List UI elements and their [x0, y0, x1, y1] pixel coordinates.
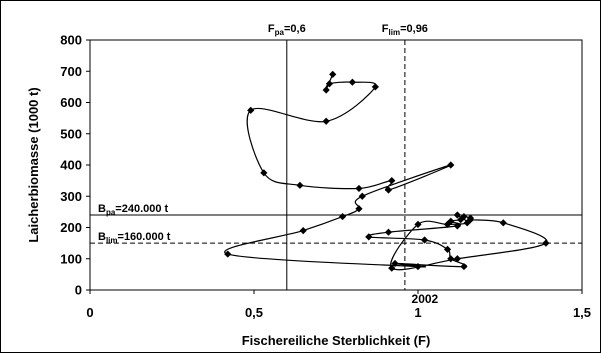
annotation-year: 2002	[412, 292, 439, 306]
data-point	[338, 212, 347, 221]
data-point	[420, 236, 429, 244]
y-tick-label: 800	[60, 33, 82, 48]
y-tick-label: 200	[60, 220, 82, 235]
data-point	[299, 227, 307, 235]
data-point	[322, 86, 330, 94]
x-tick-label: 1	[414, 305, 421, 320]
data-point	[391, 259, 399, 268]
data-point	[466, 216, 475, 224]
data-point	[443, 220, 452, 228]
data-point	[371, 83, 379, 91]
y-tick-label: 300	[60, 189, 82, 204]
data-point	[453, 222, 461, 230]
data-point	[247, 106, 255, 114]
data-point	[296, 181, 304, 189]
data-point	[460, 262, 468, 271]
x-axis-ticks: 0 0,5 1 1,5	[86, 290, 591, 320]
plot-area	[89, 39, 583, 291]
data-point	[388, 177, 396, 185]
data-point	[443, 245, 452, 253]
data-point	[453, 255, 461, 263]
data-point	[388, 264, 396, 272]
data-point	[453, 211, 461, 219]
data-point	[460, 212, 468, 221]
data-point	[325, 80, 334, 88]
x-tick-label: 0,5	[245, 305, 263, 320]
ref-line-y-label: Blim=160.000 t	[98, 231, 171, 245]
data-point	[447, 255, 455, 263]
ref-line-y-label: Bpa=240.000 t	[98, 203, 169, 217]
data-point	[322, 117, 330, 125]
data-point	[463, 219, 471, 227]
x-axis-label: Fischereiliche Sterblichkeit (F)	[242, 333, 431, 348]
y-tick-label: 500	[60, 126, 82, 141]
annotations: 2002	[412, 292, 439, 306]
data-point	[542, 239, 550, 247]
y-tick-label: 100	[60, 251, 82, 266]
y-tick-label: 400	[60, 158, 82, 173]
y-tick-label: 700	[60, 64, 82, 79]
data-point	[414, 220, 422, 228]
y-tick-label: 600	[60, 95, 82, 110]
data-point	[358, 192, 366, 200]
data-point	[499, 219, 507, 227]
y-axis-ticks: 0 100 200 300 400 500 600 700 800	[60, 33, 90, 298]
data-point	[365, 233, 373, 241]
data-point	[384, 186, 393, 194]
data-point	[384, 228, 393, 236]
y-tick-label: 0	[75, 283, 82, 298]
data-point	[414, 262, 422, 271]
x-tick-label: 1,5	[573, 305, 591, 320]
ref-line-x-label: Flim=0,96	[382, 23, 428, 37]
data-point	[355, 205, 363, 213]
data-point	[355, 184, 363, 193]
data-point	[260, 169, 268, 177]
ref-line-x-label: Fpa=0,6	[268, 23, 306, 37]
reference-lines: Fpa=0,6 Flim=0,96 Bpa=240.000 t Blim=160.00…	[90, 23, 582, 290]
x-tick-label: 0	[86, 305, 93, 320]
y-axis-label: Laicherbiomasse (1000 t)	[26, 87, 41, 242]
data-point	[348, 78, 356, 86]
series-markers	[224, 70, 550, 272]
data-point	[329, 70, 337, 78]
data-point	[447, 161, 455, 169]
data-point	[224, 250, 232, 258]
